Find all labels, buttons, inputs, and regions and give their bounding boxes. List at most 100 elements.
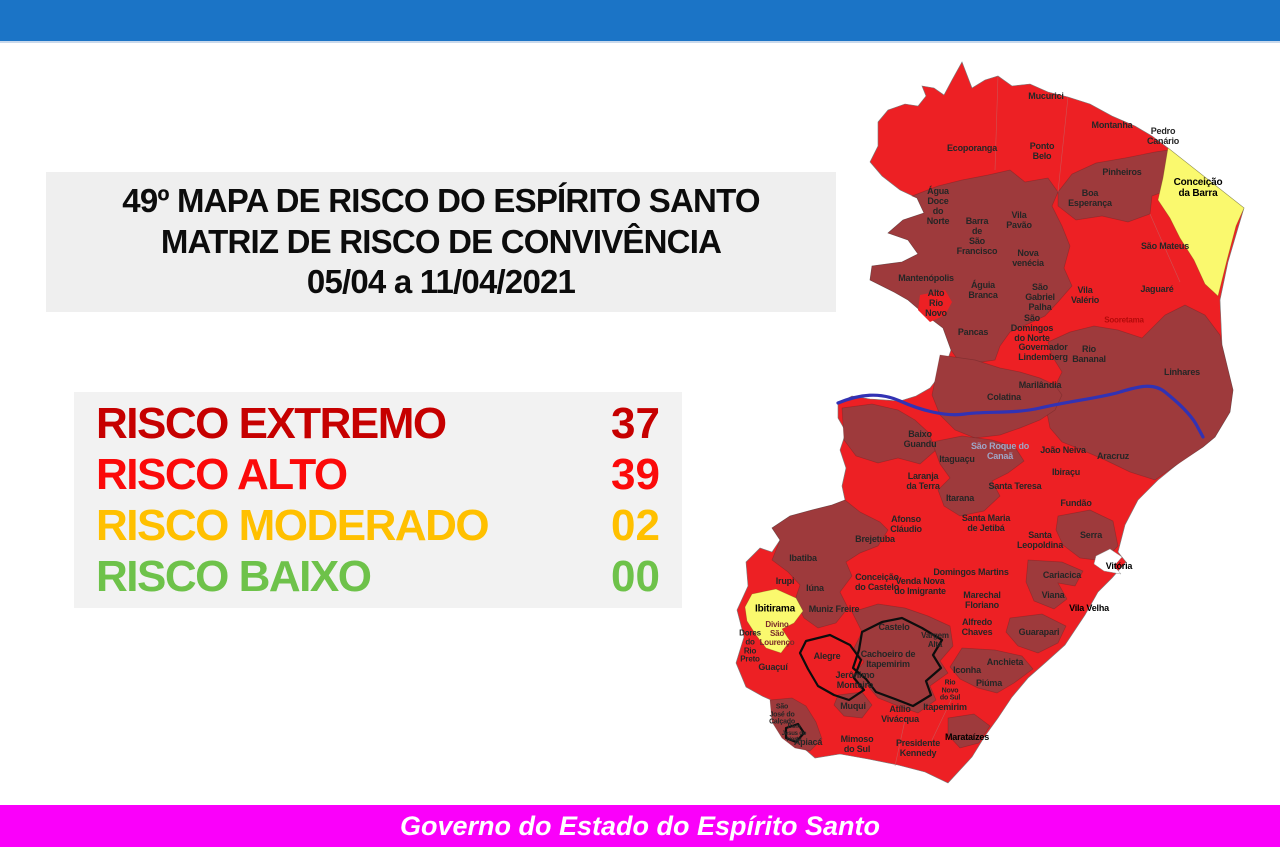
boundary-bom-jesus [784,722,806,744]
map-label-santa-teresa: Santa Teresa [988,481,1042,492]
region-caparao-cluster [771,499,889,629]
footer-text: Governo do Estado do Espírito Santo [399,810,881,841]
map-label-brejetuba: Brejetuba [855,534,895,545]
map-label-pancas: Pancas [957,327,989,338]
map-label-conceicao-da-barra: Conceição da Barra [1173,177,1223,199]
map-label-marilandia: Marilândia [1018,380,1062,391]
map-label-mantenopolis: Mantenópolis [898,273,954,284]
map-label-linhares: Linhares [1164,367,1200,378]
map-espirito-santo: Mucurici Montanha Pedro Canário Ecoporanga P… [725,52,1245,812]
map-label-itaguacu: Itaguaçu [939,454,975,465]
map-label-alfredo-chaves: Alfredo Chaves [961,617,993,637]
border-hints [894,75,1181,767]
boundary-alegre-jeronimo [798,633,866,702]
map-label-mucurici: Mucurici [1028,91,1064,102]
extremo-regions [769,149,1234,752]
map-label-presidente-kennedy: Presidente Kennedy [895,738,941,758]
legend-row-extremo: RISCO EXTREMO 37 [74,398,682,448]
map-label-ibiracu: Ibiraçu [1051,467,1081,478]
map-label-agua-doce-do-norte: Água Doce do Norte [926,186,950,226]
map-label-mimoso-do-sul: Mimoso do Sul [840,734,874,754]
map-label-jaguare: Jaguaré [1140,284,1174,295]
map-label-iuna: Iúna [806,583,824,594]
map-label-santa-maria-de-jetiba: Santa Maria de Jetibá [961,513,1011,533]
legend-label-baixo: RISCO BAIXO [96,551,372,601]
map-label-domingos-martins: Domingos Martins [933,567,1009,578]
map-label-viana: Viana [1041,590,1065,601]
region-cariacica-viana [1025,559,1084,610]
map-label-venda-nova-do-imigrante: Venda Nova do Imigrante [894,576,946,596]
map-label-sao-jose-do-calcado: São José do Calçado [769,703,795,726]
map-label-alto-rio-novo: Alto Rio Novo [925,288,947,318]
map-label-piuma: Piúma [975,678,1003,689]
rio-doce-river [836,384,1205,439]
title-line-2: MATRIZ DE RISCO DE CONVIVÊNCIA [160,222,722,260]
region-alto-rio-novo [918,290,952,322]
map-label-boa-esperanca: Boa Esperança [1068,188,1112,208]
legend-label-alto: RISCO ALTO [96,449,348,499]
boundary-castelo-cachoeiro [851,616,944,708]
legend-label-moderado: RISCO MODERADO [96,500,490,550]
map-label-muniz-freire: Muniz Freire [808,604,860,615]
map-label-cachoeiro-de-itapemirim: Cachoeiro de Itapemirim [860,649,916,669]
map-label-nova-venecia: Nova venécia [1012,248,1044,268]
title-box: 49º MAPA DE RISCO DO ESPÍRITO SANTO MATR… [46,172,836,312]
legend-count-moderado: 02 [611,500,660,550]
map-label-cariacica: Cariacica [1042,570,1082,581]
map-label-jeronimo-monteiro: Jerônimo Monteiro [835,670,875,690]
map-label-conceicao-do-castelo: Conceição do Castelo [854,572,900,592]
region-ibitirama [744,588,804,654]
region-nw-cluster [869,169,1073,364]
map-label-serra: Serra [1079,530,1103,541]
map-label-sao-gabriel-da-palha: São Gabriel Palha [1025,282,1055,312]
map-label-anchieta: Anchieta [986,657,1024,668]
map-label-iconha: Iconha [953,665,981,676]
map-label-vargem-alta: Vargem Alta [921,631,949,649]
map-label-irupi: Irupi [775,576,795,587]
map-label-rio-bananal: Rio Bananal [1072,344,1106,364]
map-label-itapemirim: Itapemirim [923,702,967,713]
map-label-guacui: Guaçuí [758,662,788,673]
region-itaguacu [931,435,1025,517]
map-label-joao-neiva: João Neiva [1040,445,1086,456]
map-label-vila-pavao: Vila Pavão [1006,210,1032,230]
map-label-barra-de-sao-francisco: Barra de São Francisco [956,216,998,256]
map-labels-layer: Mucurici Montanha Pedro Canário Ecoporanga P… [725,52,1245,812]
legend-row-baixo: RISCO BAIXO 00 [74,551,682,601]
map-label-marechal-floriano: Marechal Floriano [963,590,1001,610]
moderado-regions [744,147,1245,654]
map-label-colatina: Colatina [987,392,1021,403]
top-blue-bar [0,0,1280,43]
region-guarapari [1005,613,1067,654]
region-anchieta-iconha-piuma [949,647,1034,694]
map-label-ecoporanga: Ecoporanga [946,143,998,154]
highlight-boundaries [784,616,944,744]
map-label-aguia-branca: Águia Branca [968,280,998,300]
legend-row-alto: RISCO ALTO 39 [74,449,682,499]
map-label-sao-mateus: São Mateus [1140,241,1190,252]
map-label-alegre: Alegre [813,651,841,662]
legend-count-alto: 39 [611,449,660,499]
map-label-pedro-canario: Pedro Canário [1146,126,1180,146]
map-label-apiaca: Apiacá [793,737,823,748]
footer-bar: Governo do Estado do Espírito Santo [0,805,1280,847]
map-label-governador-lindemberg: Governador Lindemberg [1018,342,1068,362]
map-svg [735,61,1245,784]
title-line-1: 49º MAPA DE RISCO DO ESPÍRITO SANTO [122,182,760,220]
map-label-guarapari: Guarapari [1018,627,1060,638]
map-label-vitoria: Vitória [1105,561,1133,572]
map-label-vila-valerio: Vila Valério [1070,285,1100,305]
map-label-afonso-claudio: Afonso Cláudio [890,514,922,534]
map-label-aracruz: Aracruz [1096,451,1130,462]
map-label-castelo: Castelo [878,622,910,633]
legend-row-moderado: RISCO MODERADO 02 [74,500,682,550]
map-label-atilio-vivacqua: Atílio Vivácqua [881,704,919,724]
legend-label-extremo: RISCO EXTREMO [96,398,447,448]
map-label-santa-leopoldina: Santa Leopoldina [1017,530,1063,550]
map-label-baixo-guandu: Baixo Guandu [903,429,937,449]
map-label-ponto-belo: Ponto Belo [1029,141,1055,161]
region-conceicao-da-barra [1157,147,1245,297]
map-label-sao-roque-do-canaa: São Roque do Canaã [970,441,1030,461]
region-marataizes [947,713,991,749]
